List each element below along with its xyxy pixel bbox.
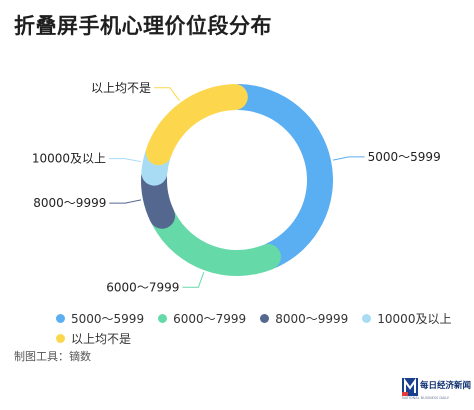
chart-title: 折叠屏手机心理价位段分布 [14,14,272,38]
donut-callouts: 5000～5999 6000～7999 8000～9999 10000及以上 以上均不是 [32,81,441,294]
legend-swatch [362,313,372,323]
brand-tagline: NATIONAL BUSINESS DAILY [402,396,450,400]
legend-swatch [260,313,270,323]
legend-label: 8000～9999 [275,311,349,326]
callout-line-other [153,87,180,102]
legend-item-10000-plus[interactable]: 10000及以上 [362,310,451,327]
legend-label: 以上均不是 [71,331,132,346]
donut-slice-5000-5999[interactable] [226,84,334,269]
callout-line-5000-5999 [332,156,365,161]
donut-chart: 5000～5999 6000～7999 8000～9999 10000及以上 以上均不是 [32,81,441,294]
callout-line-6000-7999 [182,272,205,288]
legend-item-5000-5999[interactable]: 5000～5999 [56,310,144,327]
legend-swatch [158,313,168,323]
brand-name: 每日经济新闻 [420,381,472,391]
donut-slice-6000-7999[interactable] [151,206,281,276]
callout-line-10000 [109,158,141,163]
legend-label: 10000及以上 [377,311,452,326]
legend-item-8000-9999[interactable]: 8000～9999 [260,310,348,327]
legend-swatch [56,333,65,343]
callout-label-8000-9999: 8000～9999 [33,196,106,210]
legend-row-2: 以上均不是 [56,328,456,348]
legend-label: 5000～5999 [71,311,145,326]
legend-swatch [56,313,65,323]
brand-logo: 每日经济新闻 NATIONAL BUSINESS DAILY [402,376,471,404]
callout-label-5000-5999: 5000～5999 [368,150,441,164]
donut-slices [140,84,334,276]
callout-label-other: 以上均不是 [91,81,151,95]
donut-slice-other[interactable] [145,84,248,166]
callout-label-10000: 10000及以上 [32,152,106,166]
legend-item-6000-7999[interactable]: 6000～7999 [158,310,246,327]
callout-line-8000-9999 [109,199,142,204]
legend-label: 6000～7999 [173,311,247,326]
footer-credit: 制图工具：镝数 [14,350,91,363]
callout-label-6000-7999: 6000～7999 [106,280,179,294]
chart-legend: 5000～5999 6000～7999 8000～9999 10000及以上 以… [56,308,456,348]
legend-item-none-of-above[interactable]: 以上均不是 [56,330,131,347]
brand-mark-icon [402,378,418,396]
legend-row-1: 5000～5999 6000～7999 8000～9999 10000及以上 [56,308,456,328]
